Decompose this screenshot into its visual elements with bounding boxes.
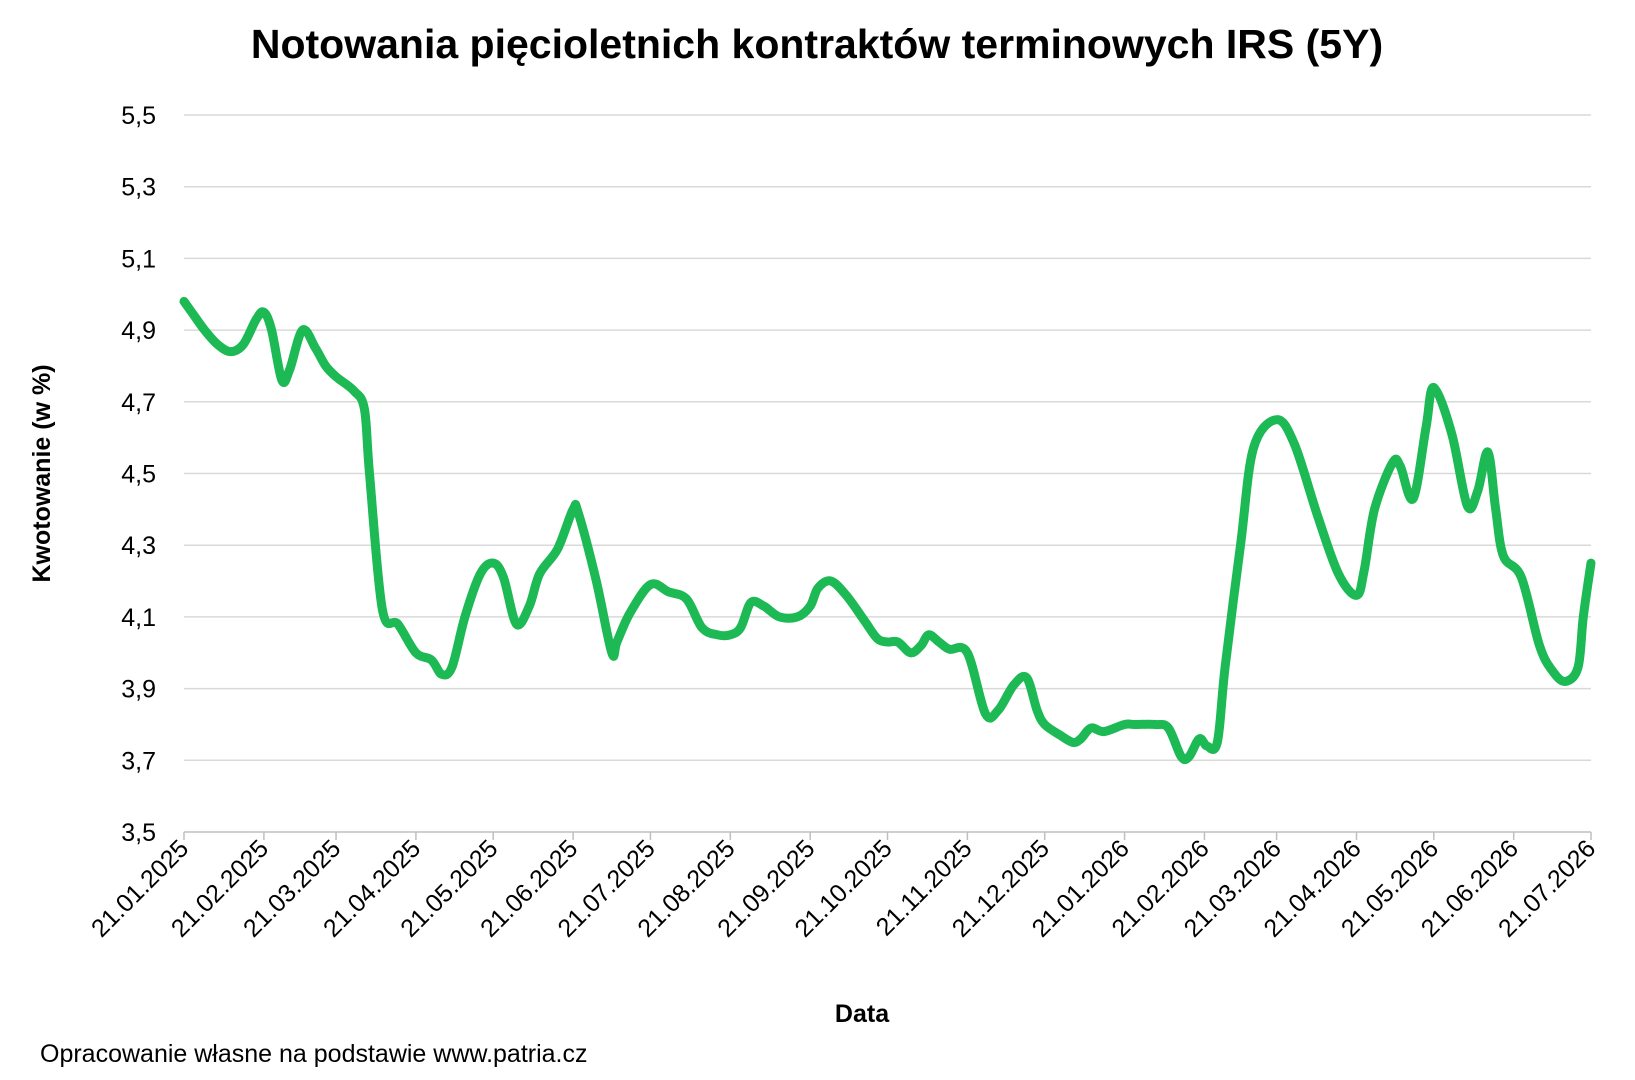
y-axis-label: Kwotowanie (w %) <box>28 364 56 582</box>
source-note: Opracowanie własne na podstawie www.patr… <box>40 1040 588 1068</box>
y-tick-label: 3,5 <box>121 819 156 847</box>
x-axis-ticks: 21.01.202521.02.202521.03.202521.04.2025… <box>86 832 1601 943</box>
y-tick-label: 4,1 <box>121 604 156 632</box>
series-line-0 <box>179 296 1596 765</box>
series-layer <box>179 296 1596 765</box>
y-tick-label: 3,9 <box>121 676 156 704</box>
y-tick-label: 5,1 <box>121 245 156 273</box>
y-tick-label: 5,5 <box>121 102 156 130</box>
y-axis-ticks: 3,5 3,7 3,9 4,1 4,3 4,5 4,7 4,9 5,1 5,3 5,5 <box>121 102 156 847</box>
y-tick-label: 4,7 <box>121 389 156 417</box>
y-tick-label: 4,3 <box>121 532 156 560</box>
y-tick-label: 5,3 <box>121 174 156 202</box>
grid-lines <box>184 114 1591 762</box>
y-tick-label: 3,7 <box>121 747 156 775</box>
y-tick-label: 4,9 <box>121 317 156 345</box>
y-tick-label: 4,5 <box>121 461 156 489</box>
x-axis-label: Data <box>835 1000 890 1028</box>
chart-title: Notowania pięcioletnich kontraktów termi… <box>251 21 1383 67</box>
